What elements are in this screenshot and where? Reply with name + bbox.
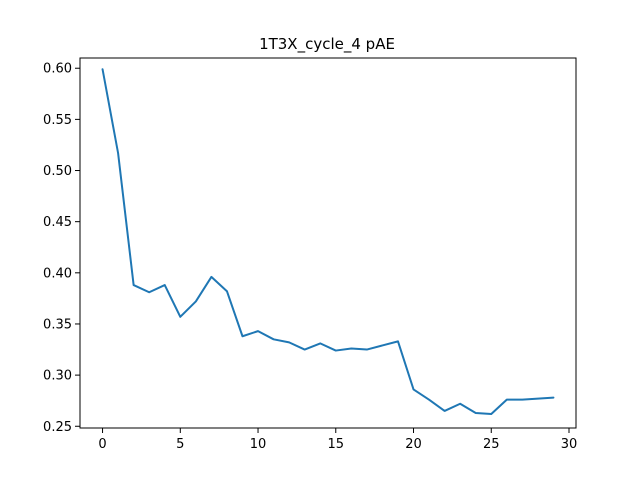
x-tick-label: 20 xyxy=(405,437,422,452)
y-tick-label: 0.40 xyxy=(43,266,72,281)
x-tick-label: 0 xyxy=(98,437,106,452)
y-tick-label: 0.55 xyxy=(43,113,72,128)
y-tick-label: 0.25 xyxy=(43,420,72,435)
y-tick-label: 0.35 xyxy=(43,317,72,332)
x-tick-label: 25 xyxy=(483,437,500,452)
y-tick-label: 0.50 xyxy=(43,164,72,179)
x-tick-label: 10 xyxy=(250,437,267,452)
y-tick-label: 0.45 xyxy=(43,215,72,230)
y-tick-label: 0.30 xyxy=(43,369,72,384)
chart-title: 1T3X_cycle_4 pAE xyxy=(259,35,395,54)
x-axis: 0 5 10 15 20 25 30 xyxy=(98,428,577,452)
x-tick-label: 5 xyxy=(176,437,184,452)
y-tick-label: 0.60 xyxy=(43,62,72,77)
y-axis: 0.25 0.30 0.35 0.40 0.45 0.50 0.55 0.60 xyxy=(43,62,80,435)
x-tick-label: 15 xyxy=(328,437,345,452)
plot-frame xyxy=(79,57,577,429)
x-tick-label: 30 xyxy=(561,437,578,452)
series-line xyxy=(101,68,555,415)
